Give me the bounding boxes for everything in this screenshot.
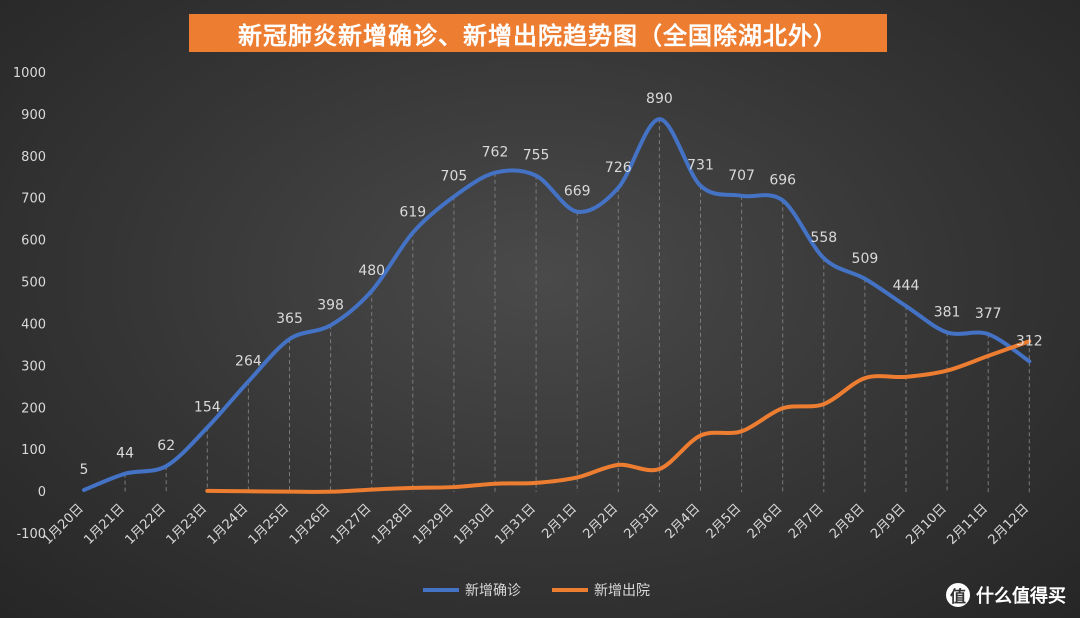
data-label: 5: [80, 462, 89, 478]
x-tick-label: 1月28日: [369, 501, 416, 548]
y-tick-label: 600: [21, 234, 46, 249]
data-label: 726: [605, 160, 632, 176]
x-tick-label: 1月31日: [492, 501, 539, 548]
series-line-2: [205, 339, 1032, 494]
data-label: 480: [358, 263, 385, 279]
data-label: 44: [116, 446, 134, 462]
y-tick-label: 900: [21, 108, 46, 123]
drop-lines: [83, 119, 1030, 493]
x-tick-label: 1月29日: [410, 501, 457, 548]
x-tick-label: 2月8日: [827, 501, 868, 542]
data-label: 619: [399, 205, 426, 221]
y-tick-label: 100: [21, 443, 46, 458]
data-labels: 5 44 62 154 264 365 398 480 619 705 762 755 669 726 89…: [80, 91, 1043, 478]
watermark-text: 什么值得买: [976, 586, 1066, 607]
data-label: 444: [893, 278, 920, 294]
data-label: 890: [646, 91, 673, 107]
y-tick-label: -100: [16, 527, 46, 542]
x-tick-label: 1月26日: [287, 501, 334, 548]
y-tick-label: 1000: [13, 66, 46, 81]
x-tick-label: 1月30日: [451, 501, 498, 548]
x-axis: 1月20日1月21日1月22日1月23日1月24日1月25日1月26日1月27日…: [40, 501, 1032, 548]
data-label: 705: [441, 169, 468, 185]
series-lines: [82, 117, 1032, 494]
x-tick-label: 2月1日: [539, 501, 580, 542]
data-label: 731: [687, 158, 714, 174]
data-label: 398: [317, 297, 344, 313]
data-label: 707: [728, 168, 755, 184]
x-tick-label: 2月5日: [704, 501, 745, 542]
y-axis: -100 0 100 200 300 400 500 600 700 800 900 1000: [13, 66, 46, 542]
x-tick-label: 2月9日: [868, 501, 909, 542]
data-label: 762: [482, 145, 509, 161]
x-tick-label: 2月7日: [786, 501, 827, 542]
data-label: 264: [235, 353, 262, 369]
x-tick-label: 2月12日: [986, 501, 1033, 548]
data-label: 381: [934, 304, 961, 320]
y-tick-label: 0: [38, 485, 46, 500]
data-label: 377: [975, 306, 1002, 322]
x-tick-label: 1月20日: [40, 501, 87, 548]
y-tick-label: 200: [21, 401, 46, 416]
y-tick-label: 700: [21, 192, 46, 207]
x-tick-label: 1月24日: [205, 501, 252, 548]
data-label: 154: [194, 400, 221, 416]
data-label: 62: [157, 438, 175, 454]
x-tick-label: 2月11日: [944, 501, 991, 548]
x-tick-label: 1月27日: [328, 501, 375, 548]
y-tick-label: 300: [21, 359, 46, 374]
chart-title: 新冠肺炎新增确诊、新增出院趋势图（全国除湖北外）: [189, 14, 887, 52]
y-tick-label: 400: [21, 317, 46, 332]
data-label: 669: [564, 184, 591, 200]
x-tick-label: 2月6日: [745, 501, 786, 542]
data-label: 365: [276, 311, 303, 327]
data-label: 696: [769, 172, 796, 188]
series-line-1: [82, 117, 1032, 492]
legend: 新增确诊 新增出院: [423, 583, 650, 599]
watermark-logo-icon: 值: [946, 583, 970, 607]
data-label: 312: [1016, 333, 1043, 349]
x-tick-label: 2月4日: [663, 501, 704, 542]
x-tick-label: 1月22日: [122, 501, 169, 548]
y-tick-label: 500: [21, 276, 46, 291]
data-label: 558: [810, 230, 837, 246]
x-tick-label: 2月3日: [622, 501, 663, 542]
y-tick-label: 800: [21, 150, 46, 165]
legend-label: 新增出院: [594, 583, 650, 599]
x-tick-label: 1月23日: [164, 501, 211, 548]
x-tick-label: 1月21日: [81, 501, 128, 548]
watermark: 值 什么值得买: [946, 582, 1066, 608]
x-tick-label: 2月2日: [580, 501, 621, 542]
x-tick-label: 1月25日: [246, 501, 293, 548]
legend-label: 新增确诊: [465, 583, 521, 599]
data-label: 509: [852, 251, 879, 267]
data-label: 755: [523, 148, 550, 164]
x-tick-label: 2月10日: [903, 501, 950, 548]
